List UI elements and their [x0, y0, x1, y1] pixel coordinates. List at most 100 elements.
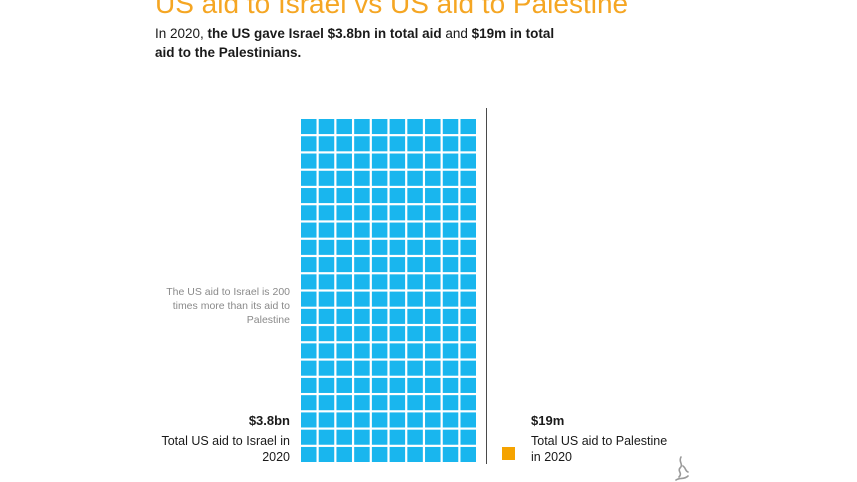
israel-waffle-square [460, 170, 476, 186]
israel-waffle-square [336, 343, 352, 359]
israel-waffle-square [301, 170, 317, 186]
israel-waffle-square [407, 326, 423, 342]
israel-waffle-square [336, 170, 352, 186]
israel-waffle-square [301, 446, 317, 462]
israel-waffle-square [425, 274, 441, 290]
israel-waffle-square [301, 412, 317, 428]
subtitle-prefix: In 2020, [155, 26, 208, 41]
israel-waffle-square [336, 274, 352, 290]
israel-waffle-square [336, 257, 352, 273]
subtitle-bold-israel: the US gave Israel $3.8bn in total aid [207, 26, 442, 41]
israel-waffle-square [371, 291, 388, 307]
israel-waffle-square [301, 343, 317, 359]
israel-waffle-square [371, 239, 388, 255]
israel-waffle-square [354, 274, 370, 290]
israel-waffle-square [425, 257, 441, 273]
israel-waffle-square [354, 170, 370, 186]
israel-waffle-square [407, 153, 423, 169]
israel-waffle-square [442, 153, 459, 169]
israel-waffle-square [407, 377, 423, 393]
israel-waffle-square [354, 257, 370, 273]
israel-waffle-square [336, 291, 352, 307]
israel-waffle-square [354, 412, 370, 428]
subtitle-bold-palestine: $19m in total aid to the Palestinians. [155, 26, 555, 60]
israel-waffle-square [389, 274, 406, 290]
israel-waffle-square [442, 119, 459, 135]
subtitle-joiner: and [441, 26, 472, 41]
israel-waffle-square [425, 326, 441, 342]
israel-waffle-square [318, 119, 335, 135]
israel-waffle-square [354, 205, 370, 221]
israel-waffle-square [425, 360, 441, 376]
palestine-amount-label: $19m [531, 413, 565, 428]
israel-waffle-square [442, 308, 459, 324]
israel-waffle-square [460, 136, 476, 152]
israel-waffle-square [336, 119, 352, 135]
israel-waffle-square [442, 188, 459, 204]
israel-waffle-square [407, 446, 423, 462]
israel-waffle-square [442, 291, 459, 307]
israel-waffle-square [442, 239, 459, 255]
israel-waffle-square [371, 343, 388, 359]
israel-waffle-square [389, 412, 406, 428]
israel-waffle-square [460, 326, 476, 342]
israel-waffle-square [442, 377, 459, 393]
israel-waffle-square [442, 170, 459, 186]
israel-waffle-square [301, 377, 317, 393]
israel-waffle-square [318, 412, 335, 428]
israel-waffle-square [425, 170, 441, 186]
israel-waffle-square [301, 326, 317, 342]
israel-waffle-square [371, 188, 388, 204]
israel-waffle-square [425, 429, 441, 445]
israel-waffle-square [336, 136, 352, 152]
israel-waffle-square [460, 395, 476, 411]
israel-waffle-square [407, 222, 423, 238]
israel-waffle-square [371, 153, 388, 169]
israel-waffle-square [336, 308, 352, 324]
israel-waffle-square [389, 153, 406, 169]
israel-waffle-square [318, 153, 335, 169]
israel-waffle-square [425, 222, 441, 238]
israel-waffle-square [442, 360, 459, 376]
israel-waffle-square [442, 412, 459, 428]
israel-waffle-square [460, 429, 476, 445]
israel-waffle-square [425, 343, 441, 359]
israel-waffle-square [389, 239, 406, 255]
israel-waffle-square [460, 257, 476, 273]
israel-waffle-square [389, 429, 406, 445]
israel-waffle-square [389, 205, 406, 221]
israel-waffle-square [318, 222, 335, 238]
israel-waffle-square [425, 136, 441, 152]
israel-waffle-square [354, 326, 370, 342]
israel-waffle-square [442, 395, 459, 411]
israel-waffle-grid [301, 119, 476, 462]
israel-waffle-square [425, 308, 441, 324]
israel-waffle-square [318, 429, 335, 445]
israel-waffle-square [442, 274, 459, 290]
israel-waffle-square [407, 205, 423, 221]
israel-waffle-square [336, 239, 352, 255]
israel-waffle-square [442, 136, 459, 152]
israel-waffle-square [460, 377, 476, 393]
israel-waffle-square [336, 326, 352, 342]
israel-waffle-square [389, 257, 406, 273]
israel-waffle-square [407, 308, 423, 324]
israel-waffle-square [354, 429, 370, 445]
israel-waffle-square [336, 377, 352, 393]
israel-waffle-square [336, 153, 352, 169]
israel-waffle-square [389, 343, 406, 359]
israel-waffle-square [389, 395, 406, 411]
israel-waffle-square [301, 222, 317, 238]
israel-waffle-square [442, 257, 459, 273]
israel-waffle-square [460, 239, 476, 255]
israel-waffle-square [318, 188, 335, 204]
israel-waffle-square [318, 274, 335, 290]
chart-subtitle: In 2020, the US gave Israel $3.8bn in to… [155, 24, 575, 62]
israel-waffle-square [371, 412, 388, 428]
israel-waffle-square [301, 136, 317, 152]
israel-waffle-square [301, 119, 317, 135]
israel-waffle-square [318, 446, 335, 462]
israel-waffle-square [301, 274, 317, 290]
chart-title: US aid to Israel vs US aid to Palestine [155, 0, 629, 19]
israel-waffle-square [371, 446, 388, 462]
